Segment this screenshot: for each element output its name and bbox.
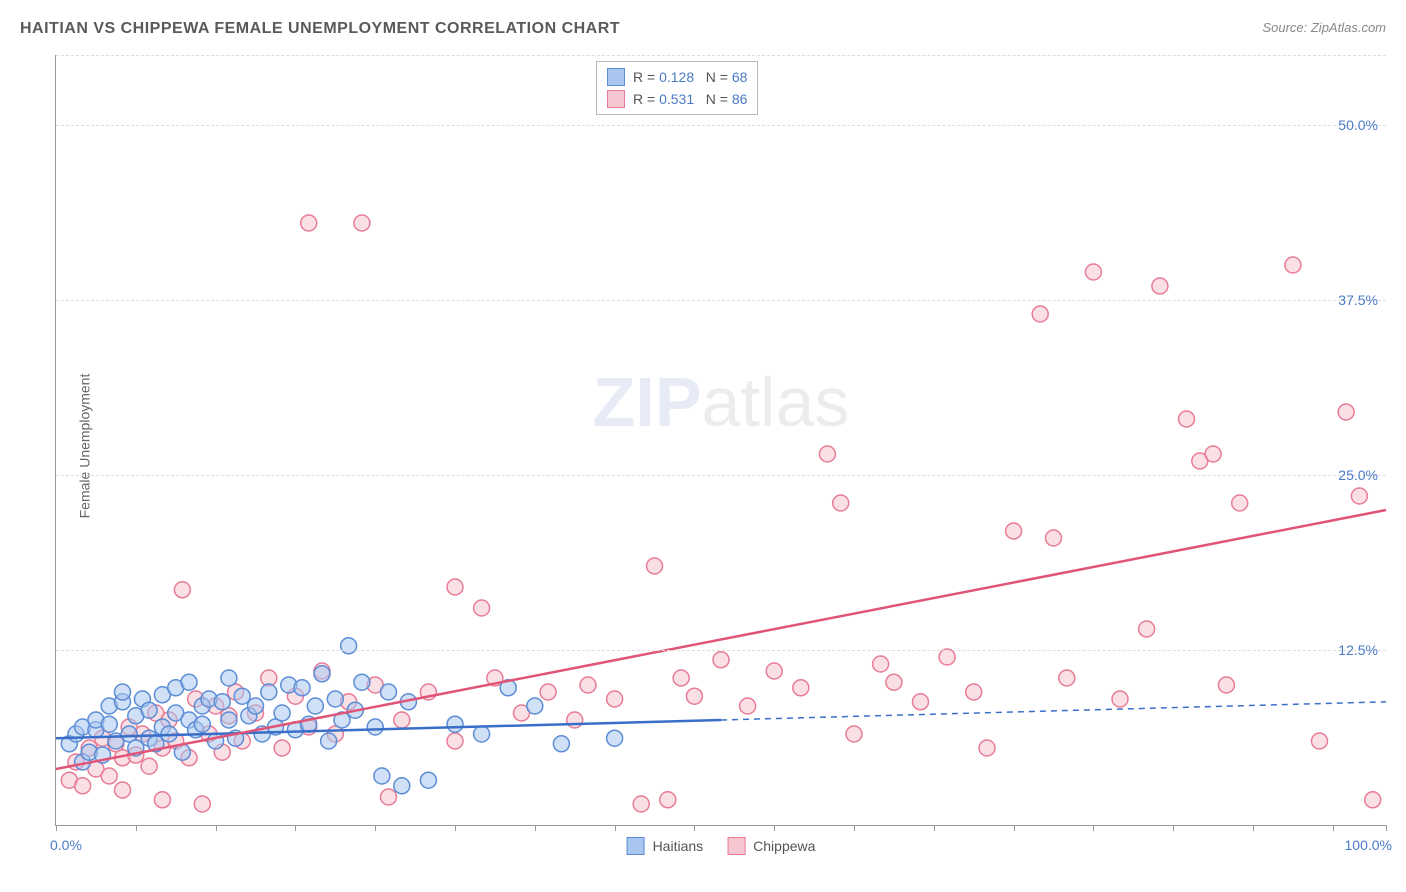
source-label: Source: ZipAtlas.com [1262, 20, 1386, 35]
swatch-icon [627, 837, 645, 855]
legend-row-chippewa: R = 0.531 N = 86 [607, 90, 747, 108]
stats-legend: R = 0.128 N = 68 R = 0.531 N = 86 [596, 61, 758, 115]
legend-item-haitians: Haitians [627, 837, 704, 855]
plot-area: ZIPatlas R = 0.128 N = 68 R = 0.531 N = … [55, 55, 1386, 826]
legend-item-chippewa: Chippewa [727, 837, 815, 855]
legend-row-haitians: R = 0.128 N = 68 [607, 68, 747, 86]
chart-title: HAITIAN VS CHIPPEWA FEMALE UNEMPLOYMENT … [20, 20, 620, 38]
swatch-chippewa [607, 90, 625, 108]
swatch-haitians [607, 68, 625, 86]
x-min-label: 0.0% [50, 837, 82, 853]
scatter-svg [56, 55, 1386, 825]
series-legend: Haitians Chippewa [627, 837, 816, 855]
x-max-label: 100.0% [1345, 837, 1392, 853]
swatch-icon [727, 837, 745, 855]
